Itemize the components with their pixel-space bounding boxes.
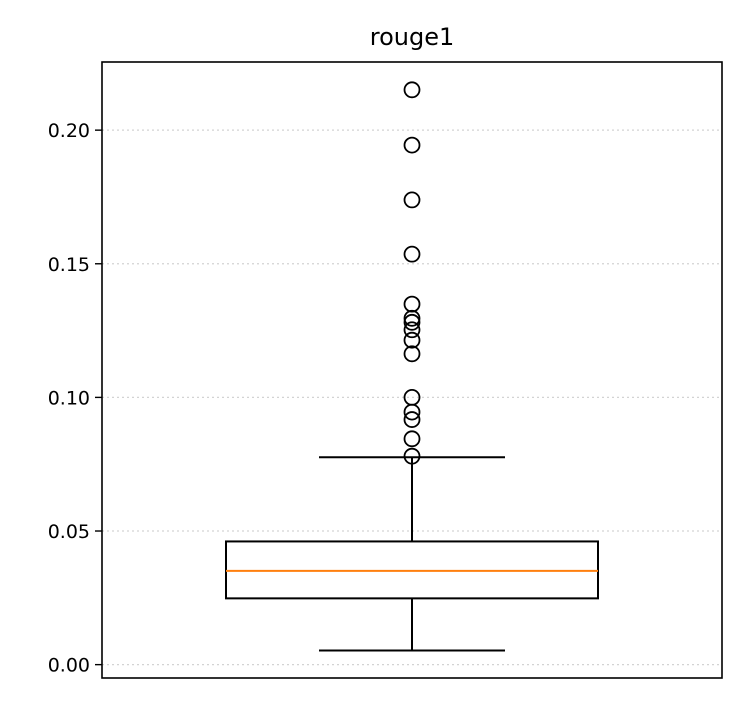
y-tick-label: 0.15 (48, 254, 90, 276)
outlier-point (403, 447, 421, 465)
plot-frame (101, 61, 723, 679)
outlier-point (403, 191, 421, 209)
outlier-point (403, 81, 421, 99)
y-tick-label: 0.00 (48, 655, 90, 677)
outlier-point (403, 388, 421, 406)
y-tick-label: 0.10 (48, 387, 90, 409)
box-layer (225, 81, 599, 652)
y-tick-label: 0.05 (48, 521, 90, 543)
outlier-point (403, 313, 421, 331)
outlier-point (403, 136, 421, 154)
chart-title: rouge1 (370, 23, 455, 51)
outlier-point (403, 345, 421, 363)
outlier-point (403, 411, 421, 428)
outlier-point (403, 245, 421, 263)
outlier-point (403, 430, 421, 448)
outlier-point (403, 321, 421, 339)
outlier-point (403, 331, 421, 349)
y-axis: 0.00 0.05 0.10 0.15 0.20 (48, 120, 102, 677)
outlier-point (403, 295, 421, 313)
y-tick-label: 0.20 (48, 120, 90, 142)
